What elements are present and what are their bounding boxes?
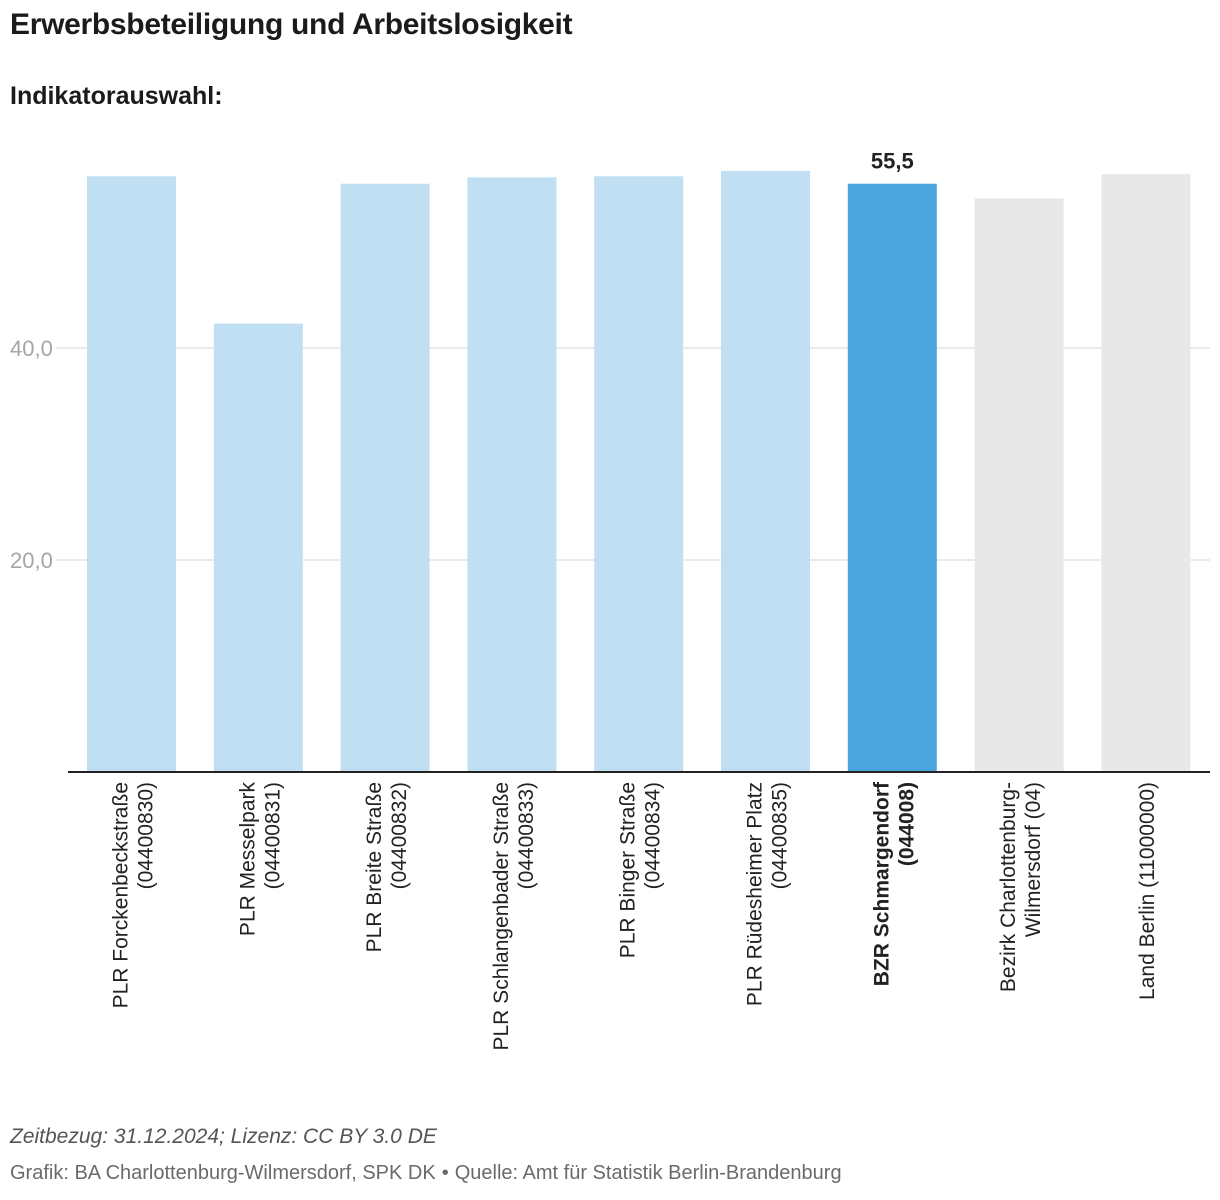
indicator-selection-label: Indikatorauswahl: — [10, 82, 223, 110]
category-label: PLR Breite Straße (04400832) — [363, 782, 411, 952]
category-label-line1: BZR Schmargendorf — [870, 781, 893, 986]
category-label-line2: (04400834) — [642, 782, 665, 889]
bar[interactable] — [721, 170, 810, 773]
category-label-line1: Land Berlin (11000000) — [1136, 782, 1159, 1000]
category-label: Land Berlin (11000000) — [1136, 782, 1159, 1000]
bar[interactable] — [1101, 174, 1191, 772]
category-label-line2: (044008) — [895, 782, 918, 866]
category-label-line2: (04400830) — [135, 782, 158, 889]
bar[interactable] — [847, 183, 937, 772]
graphic-credit: Grafik: BA Charlottenburg-Wilmersdorf, S… — [10, 1162, 436, 1184]
bar[interactable] — [594, 176, 684, 772]
category-label-line1: Bezirk Charlottenburg- — [997, 782, 1020, 992]
bar[interactable] — [340, 183, 430, 772]
category-label: Bezirk Charlottenburg- Wilmersdorf (04) — [997, 782, 1045, 992]
bar[interactable] — [974, 198, 1064, 773]
category-label-line2: (04400833) — [515, 782, 538, 889]
bar[interactable] — [467, 177, 557, 773]
data-source: Quelle: Amt für Statistik Berlin-Branden… — [454, 1162, 842, 1184]
bar-chart: 20,0 40,0 PLR Forckenbeckstraße (04400830)… — [10, 149, 1210, 1051]
category-label-line2: (04400832) — [388, 782, 411, 889]
source-credit: Grafik: BA Charlottenburg-Wilmersdorf, S… — [10, 1162, 842, 1185]
bar[interactable] — [87, 176, 176, 772]
y-tick-labels: 20,0 40,0 — [10, 336, 53, 573]
category-label-line2: Wilmersdorf (04) — [1022, 782, 1045, 937]
value-label: 55,5 — [871, 149, 914, 174]
category-label-line1: PLR Binger Straße — [617, 782, 640, 958]
category-label-line1: PLR Forckenbeckstraße — [110, 782, 133, 1008]
time-reference-license: Zeitbezug: 31.12.2024; Lizenz: CC BY 3.0… — [10, 1125, 437, 1148]
category-label: PLR Rüdesheimer Platz (04400835) — [744, 782, 792, 1006]
y-tick-label: 40,0 — [10, 336, 53, 361]
category-label: PLR Forckenbeckstraße (04400830) — [110, 782, 158, 1008]
category-label-line1: PLR Breite Straße — [363, 782, 386, 952]
y-tick-label: 20,0 — [10, 548, 53, 573]
category-label-line1: PLR Rüdesheimer Platz — [744, 782, 767, 1006]
credit-separator: • — [441, 1162, 449, 1184]
bar[interactable] — [213, 323, 303, 772]
category-label-line1: PLR Messelpark — [236, 782, 259, 937]
category-label: PLR Binger Straße (04400834) — [617, 782, 665, 958]
page-title: Erwerbsbeteiligung und Arbeitslosigkeit — [10, 8, 573, 41]
category-label: PLR Schlangenbader Straße (04400833) — [490, 782, 538, 1051]
category-label-line2: (04400835) — [769, 782, 792, 889]
bars — [87, 170, 1191, 773]
category-label-line2: (04400831) — [261, 782, 284, 889]
category-labels: PLR Forckenbeckstraße (04400830) PLR Messe… — [110, 781, 1159, 1051]
category-label: PLR Messelpark (04400831) — [236, 782, 284, 937]
value-labels: 55,5 — [871, 149, 914, 174]
category-label-line1: PLR Schlangenbader Straße — [490, 782, 513, 1051]
category-label: BZR Schmargendorf (044008) — [870, 781, 918, 986]
